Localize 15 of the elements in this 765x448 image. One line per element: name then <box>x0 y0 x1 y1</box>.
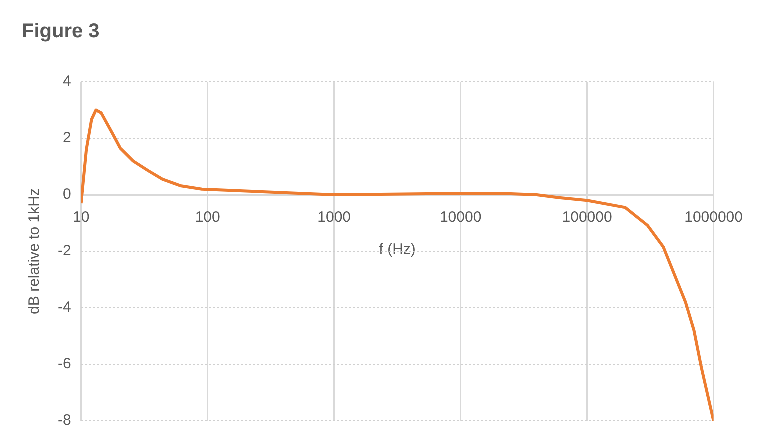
y-axis-title: dB relative to 1kHz <box>26 188 44 314</box>
y-tick-label: -4 <box>58 299 72 316</box>
y-tick-label: 0 <box>62 186 72 204</box>
x-tick-label: 100000 <box>562 209 612 226</box>
x-tick-label: 1000 <box>318 209 352 226</box>
y-tick-label: 2 <box>62 130 72 147</box>
x-tick-label: 100 <box>195 209 220 226</box>
x-tick-label: 10000 <box>440 209 482 226</box>
x-tick-label: 1000000 <box>684 209 744 226</box>
y-tick-label: -2 <box>58 242 72 260</box>
y-tick-label: 4 <box>62 73 72 90</box>
x-tick-label: 10 <box>72 209 90 226</box>
y-tick-label: -6 <box>58 356 72 373</box>
y-tick-label: -8 <box>58 412 72 430</box>
chart-title: Figure 3 <box>22 20 100 43</box>
